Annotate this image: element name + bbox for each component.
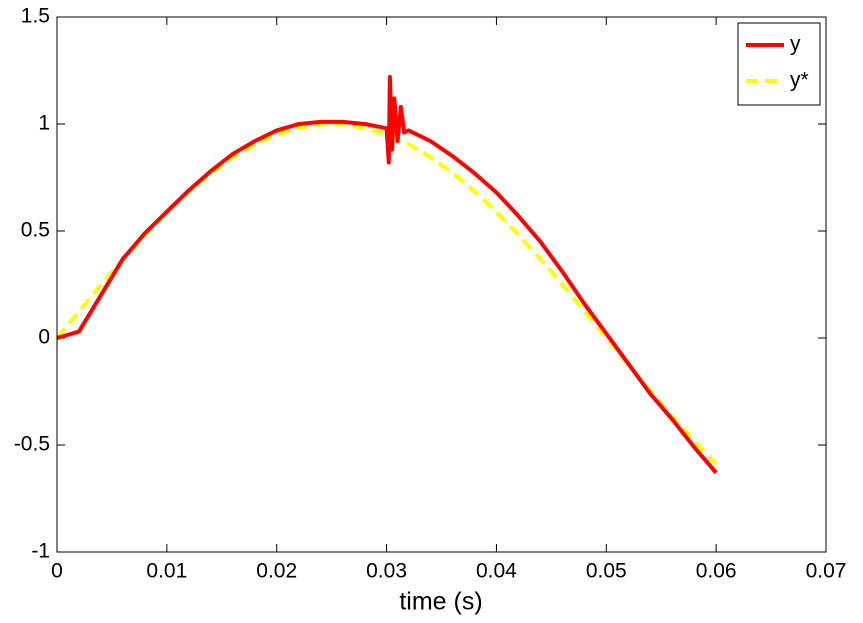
x-tick-label: 0.07 [806,560,847,583]
legend-label: y* [790,69,809,92]
plot-frame [56,16,827,553]
x-axis-label: time (s) [399,588,482,616]
y-tick-label: 0.5 [21,219,50,242]
y-tick-label: 1 [38,112,50,135]
x-tick-label: 0.04 [476,560,517,583]
series-line [56,74,718,475]
x-tick-label: 0.05 [586,560,627,583]
y-tick-label: -0.5 [14,433,50,456]
x-tick-label: 0.02 [256,560,297,583]
y-tick-label: 0 [38,326,50,349]
x-tick-label: 0 [51,560,63,583]
legend-box [737,22,821,106]
x-tick-label: 0.03 [366,560,407,583]
y-tick-label: -1 [31,540,50,563]
y-tick-label: 1.5 [21,5,50,28]
x-tick-label: 0.06 [696,560,737,583]
x-tick-label: 0.01 [146,560,187,583]
legend-label: y [790,33,801,56]
